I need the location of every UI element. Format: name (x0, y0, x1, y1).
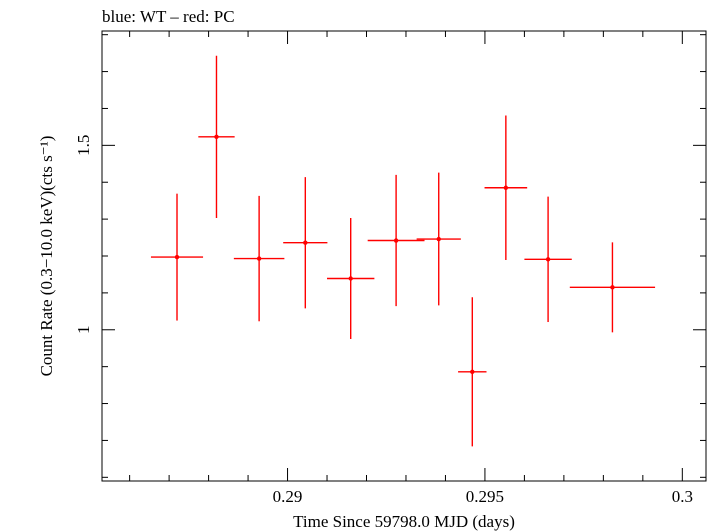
point-marker (436, 236, 441, 242)
point-marker (256, 256, 262, 261)
y-tick-label: 1.5 (74, 135, 93, 156)
data-point (150, 193, 204, 321)
data-point (233, 195, 285, 322)
y-axis-label: Count Rate (0.3−10.0 keV)(cts s⁻¹) (37, 136, 56, 377)
x-tick-label: 0.295 (466, 487, 504, 506)
y-tick-label: 1 (74, 326, 93, 335)
point-marker (545, 257, 551, 262)
x-tick-labels: 0.29 0.295 0.3 (273, 487, 693, 506)
data-point (416, 172, 461, 306)
point-marker (348, 276, 353, 281)
axis-ticks (102, 31, 706, 481)
point-marker (174, 254, 180, 260)
point-marker (393, 238, 399, 243)
data-point (283, 177, 328, 309)
data-point (367, 174, 425, 307)
plot-frame (101, 30, 707, 482)
chart-caption: blue: WT – red: PC (102, 7, 235, 26)
point-marker (610, 285, 615, 290)
data-point (458, 297, 487, 447)
data-points (150, 55, 656, 447)
point-marker (470, 369, 475, 375)
point-marker (303, 240, 308, 245)
point-marker (503, 185, 509, 190)
data-point (569, 242, 656, 333)
data-point (198, 55, 235, 219)
y-tick-labels: 11.5 (74, 135, 93, 334)
x-axis-label: Time Since 59798.0 MJD (days) (293, 512, 515, 531)
x-tick-label: 0.29 (273, 487, 303, 506)
data-point (524, 196, 572, 323)
point-marker (214, 134, 219, 140)
x-tick-label: 0.3 (672, 487, 693, 506)
data-point (484, 115, 528, 261)
data-point (327, 218, 375, 339)
